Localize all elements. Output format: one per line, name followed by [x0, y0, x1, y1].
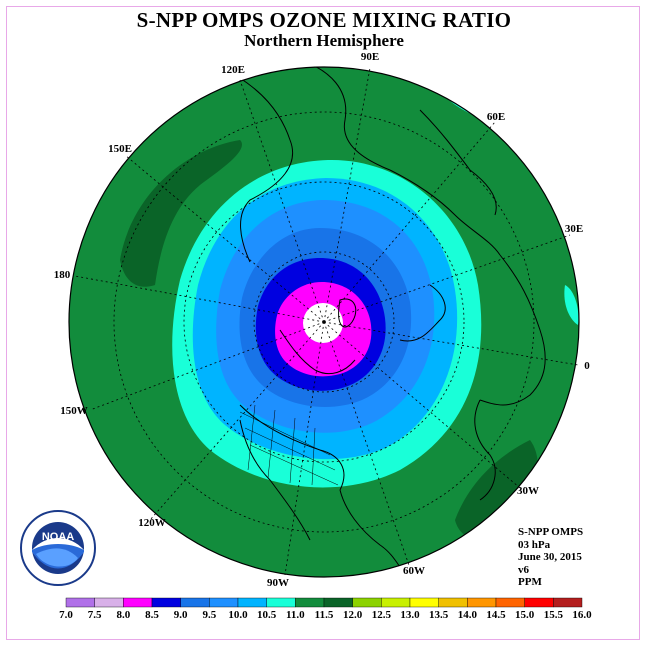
- longitude-label-120w: 120W: [138, 517, 166, 529]
- colorbar: 7.0 7.5 8.0 8.5 9.0 9.5 10.0 10.5 11.0 11.5 12.0 12…: [59, 597, 592, 621]
- info-units: PPM: [518, 576, 542, 588]
- info-version: v6: [518, 563, 529, 576]
- colorbar-swatch: [266, 597, 296, 608]
- longitude-label-60w: 60W: [403, 565, 425, 577]
- colorbar-swatch: [553, 597, 583, 608]
- colorbar-label: 7.5: [88, 609, 102, 621]
- page-subtitle: Northern Hemisphere: [244, 31, 404, 50]
- colorbar-label: 14.0: [458, 609, 478, 621]
- colorbar-label: 14.5: [486, 609, 506, 621]
- longitude-labels: 120E 90E 60E 150E 30E 180 0 150W 30W 120W 90W 60W: [54, 51, 591, 589]
- colorbar-swatch: [438, 597, 468, 608]
- colorbar-swatch: [209, 597, 239, 608]
- colorbar-label: 10.0: [228, 609, 248, 621]
- page-title: S-NPP OMPS OZONE MIXING RATIO: [136, 8, 512, 32]
- colorbar-swatch: [352, 597, 382, 608]
- longitude-label-150e: 150E: [108, 143, 132, 155]
- colorbar-label: 11.5: [315, 609, 334, 621]
- colorbar-label: 16.0: [572, 609, 592, 621]
- longitude-label-180: 180: [54, 269, 71, 281]
- colorbar-label: 12.0: [343, 609, 363, 621]
- colorbar-swatch: [151, 597, 181, 608]
- info-block: S-NPP OMPS 03 hPa June 30, 2015 v6 PPM: [518, 526, 583, 589]
- colorbar-label: 13.5: [429, 609, 449, 621]
- noaa-logo-icon: NOAA: [20, 510, 96, 586]
- colorbar-label: 7.0: [59, 609, 73, 621]
- colorbar-label: 9.5: [202, 609, 216, 621]
- colorbar-label: 15.5: [544, 609, 564, 621]
- info-date: June 30, 2015: [518, 551, 582, 563]
- longitude-label-120e: 120E: [221, 64, 245, 76]
- colorbar-label: 13.0: [400, 609, 420, 621]
- colorbar-label: 8.5: [145, 609, 159, 621]
- colorbar-swatch: [495, 597, 525, 608]
- longitude-label-30w: 30W: [517, 485, 539, 497]
- longitude-label-30e: 30E: [565, 223, 583, 235]
- contour-teal-patch-e: [564, 285, 579, 325]
- colorbar-swatch: [237, 597, 267, 608]
- colorbar-swatch: [524, 597, 554, 608]
- longitude-label-150w: 150W: [60, 405, 88, 417]
- colorbar-swatch: [123, 597, 153, 608]
- colorbar-swatch: [323, 597, 353, 608]
- colorbar-swatch: [467, 597, 497, 608]
- colorbar-swatch: [381, 597, 411, 608]
- colorbar-label: 15.0: [515, 609, 535, 621]
- state-boundaries: [239, 404, 339, 486]
- colorbar-swatch: [94, 597, 124, 608]
- page-frame: [6, 6, 640, 640]
- noaa-logo-text: NOAA: [42, 531, 74, 543]
- colorbar-label: 10.5: [257, 609, 277, 621]
- longitude-label-90w: 90W: [267, 577, 289, 589]
- contour-11_5-12-west: [120, 140, 242, 287]
- colorbar-swatch: [409, 597, 439, 608]
- colorbar-label: 8.0: [116, 609, 130, 621]
- info-product: S-NPP OMPS: [518, 526, 584, 538]
- colorbar-label: 12.5: [372, 609, 392, 621]
- colorbar-swatch: [295, 597, 325, 608]
- globe-boundary: [68, 66, 580, 578]
- longitude-label-60e: 60E: [487, 111, 505, 123]
- colorbar-label: 9.0: [174, 609, 188, 621]
- graticule: [74, 67, 579, 576]
- info-pressure-level: 03 hPa: [518, 538, 551, 551]
- colorbar-swatch: [65, 597, 95, 608]
- longitude-label-90e: 90E: [361, 51, 379, 63]
- colorbar-label: 11.0: [286, 609, 305, 621]
- longitude-label-0: 0: [584, 360, 590, 372]
- colorbar-swatch: [180, 597, 210, 608]
